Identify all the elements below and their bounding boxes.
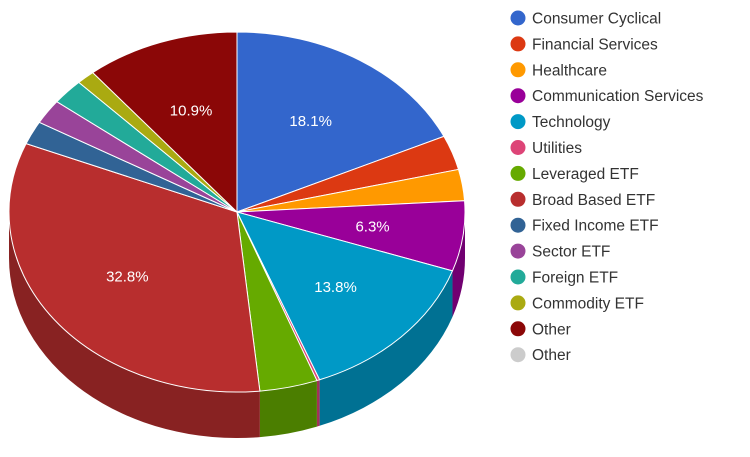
legend-item[interactable]: Broad Based ETF [510, 191, 656, 209]
legend-marker [510, 10, 526, 26]
pie-slice-13[interactable] [91, 31, 238, 214]
legend-marker [510, 347, 526, 363]
legend-label: Financial Services [532, 36, 658, 53]
legend-item[interactable]: Foreign ETF [510, 269, 619, 287]
legend-item[interactable]: Financial Services [510, 36, 659, 53]
pie-side-7 [259, 380, 317, 438]
legend-label: Technology [532, 114, 611, 131]
legend-label: Leveraged ETF [532, 166, 639, 183]
legend-marker [510, 269, 526, 285]
legend-label: Sector ETF [532, 244, 610, 261]
legend-marker [510, 191, 526, 207]
pie-slice-8[interactable] [8, 143, 261, 393]
legend-label: Fixed Income ETF [532, 218, 659, 235]
legend-item[interactable]: Other [510, 347, 571, 364]
legend-label: Healthcare [532, 62, 607, 79]
legend-marker [510, 140, 526, 155]
pie-slice-1[interactable] [236, 31, 445, 213]
legend-item[interactable]: Utilities [510, 140, 583, 157]
pie-slice-5[interactable] [236, 211, 454, 381]
legend-marker [510, 321, 526, 337]
legend-label: Foreign ETF [532, 270, 618, 287]
pie-side-4 [452, 212, 465, 317]
legend-label: Consumer Cyclical [532, 11, 661, 28]
legend-marker [510, 217, 526, 233]
legend-item[interactable]: Sector ETF [510, 243, 611, 261]
slice-label: 13.8% [314, 279, 357, 296]
legend-item[interactable]: Consumer Cyclical [510, 10, 662, 28]
pie-side-6 [316, 379, 320, 427]
legend-item[interactable]: Communication Services [510, 88, 704, 105]
legend-item[interactable]: Fixed Income ETF [510, 217, 659, 235]
slice-labels: 18.1% 6.3% 13.8% 32.8% 10.9% [106, 102, 390, 296]
legend-item[interactable]: Leveraged ETF [510, 165, 639, 183]
legend-label: Other [532, 347, 571, 364]
slice-label: 10.9% [170, 102, 213, 119]
legend: Consumer Cyclical Financial Services Healt… [510, 10, 704, 364]
legend-marker [510, 88, 526, 104]
legend-label: Utilities [532, 140, 582, 157]
pie-side-8 [9, 212, 260, 438]
slice-label: 18.1% [289, 113, 332, 130]
legend-label: Commodity ETF [532, 295, 644, 312]
legend-marker [510, 243, 526, 259]
legend-label: Communication Services [532, 88, 704, 105]
legend-label: Other [532, 321, 571, 338]
pie-top-layer [8, 31, 466, 393]
slice-label: 6.3% [355, 219, 389, 236]
legend-item[interactable]: Commodity ETF [510, 295, 644, 312]
legend-marker [510, 114, 526, 130]
legend-marker [510, 36, 526, 52]
legend-marker [510, 165, 526, 181]
legend-marker [510, 62, 526, 78]
legend-label: Broad Based ETF [532, 192, 655, 209]
legend-item[interactable]: Technology [510, 114, 611, 131]
legend-item[interactable]: Other [510, 321, 571, 338]
legend-marker [510, 295, 526, 311]
slice-label: 32.8% [106, 269, 149, 286]
legend-item[interactable]: Healthcare [510, 62, 607, 79]
